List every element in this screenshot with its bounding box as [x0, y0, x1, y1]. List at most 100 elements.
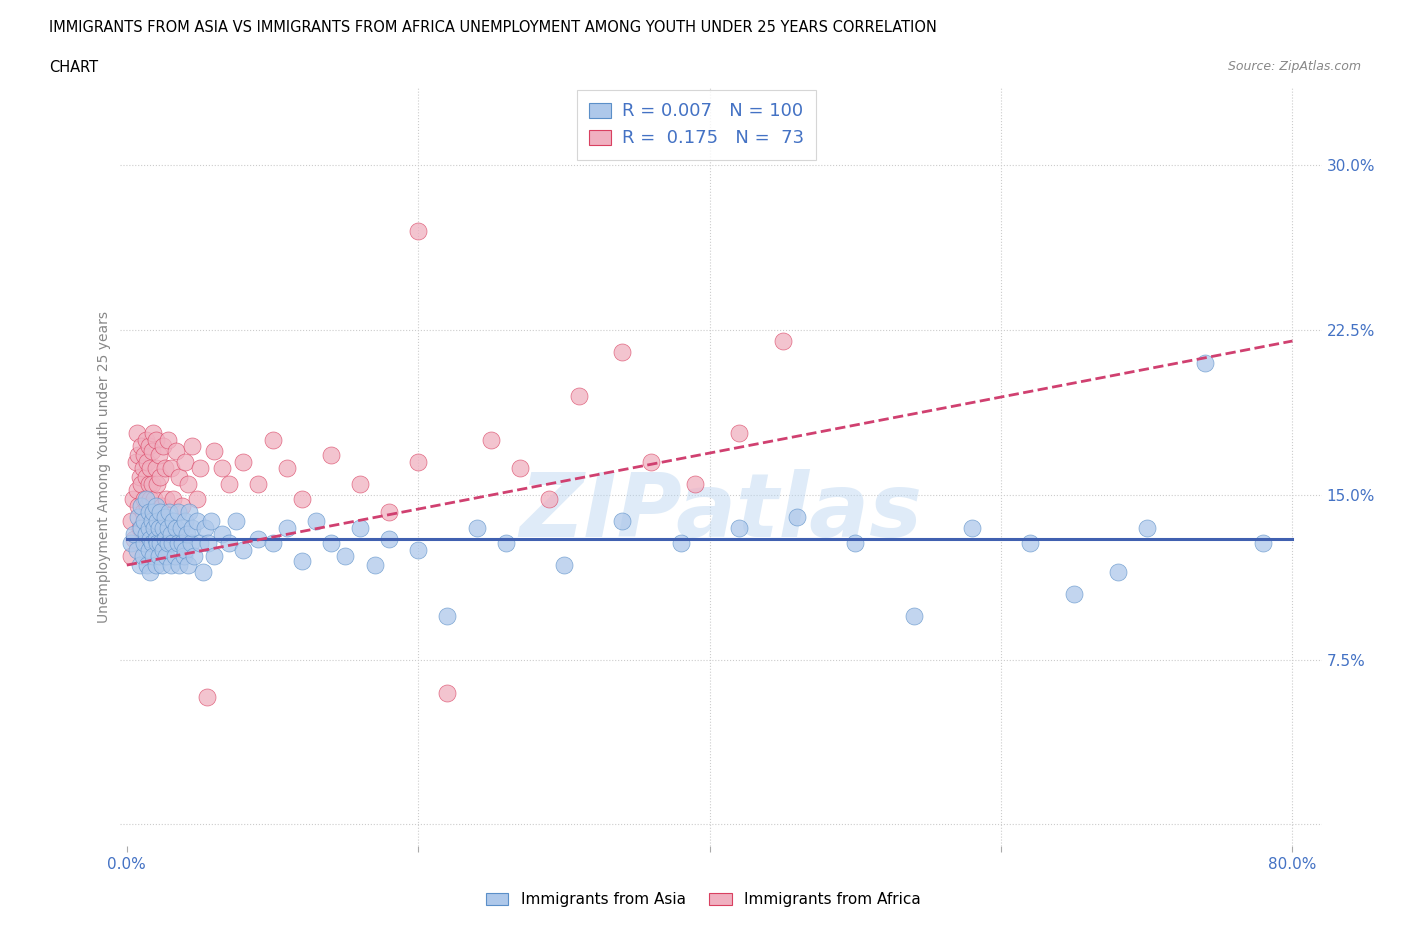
Point — [218, 476, 240, 491]
Point — [136, 498, 159, 513]
Point — [225, 513, 247, 528]
Point — [1019, 536, 1042, 551]
Point — [640, 455, 662, 470]
Point — [844, 536, 866, 551]
Point — [150, 498, 173, 513]
Point — [127, 498, 149, 513]
Point — [159, 558, 181, 573]
Point — [141, 444, 163, 458]
Point — [153, 531, 176, 546]
Point — [149, 470, 172, 485]
Point — [173, 549, 195, 564]
Point — [143, 520, 166, 535]
Point — [136, 455, 159, 470]
Point — [349, 476, 371, 491]
Point — [134, 513, 156, 528]
Point — [262, 432, 284, 447]
Point — [135, 432, 157, 447]
Point — [145, 498, 167, 513]
Point — [132, 549, 155, 564]
Point — [143, 492, 166, 507]
Point — [138, 520, 160, 535]
Point — [197, 536, 219, 551]
Point — [139, 531, 162, 546]
Point — [495, 536, 517, 551]
Point — [200, 513, 222, 528]
Point — [567, 389, 589, 404]
Point — [612, 344, 634, 359]
Point — [152, 439, 174, 454]
Point — [194, 520, 217, 535]
Point — [960, 520, 983, 535]
Point — [246, 476, 269, 491]
Point — [155, 492, 177, 507]
Point — [148, 549, 170, 564]
Point — [121, 492, 143, 507]
Point — [139, 565, 162, 579]
Point — [146, 476, 169, 491]
Point — [170, 520, 193, 535]
Point — [122, 527, 145, 542]
Point — [1063, 586, 1085, 601]
Point — [538, 492, 561, 507]
Point — [191, 565, 214, 579]
Point — [156, 432, 179, 447]
Point — [142, 549, 165, 564]
Point — [155, 549, 177, 564]
Point — [174, 455, 197, 470]
Point — [136, 558, 159, 573]
Point — [436, 608, 458, 623]
Point — [149, 505, 172, 520]
Point — [138, 476, 160, 491]
Point — [129, 558, 152, 573]
Text: IMMIGRANTS FROM ASIA VS IMMIGRANTS FROM AFRICA UNEMPLOYMENT AMONG YOUTH UNDER 25: IMMIGRANTS FROM ASIA VS IMMIGRANTS FROM … — [49, 20, 936, 35]
Point — [465, 520, 488, 535]
Point — [479, 432, 502, 447]
Point — [145, 558, 167, 573]
Point — [163, 549, 186, 564]
Point — [335, 549, 357, 564]
Point — [131, 476, 153, 491]
Point — [150, 558, 173, 573]
Point — [156, 520, 179, 535]
Point — [349, 520, 371, 535]
Point — [165, 444, 187, 458]
Point — [134, 492, 156, 507]
Point — [406, 542, 429, 557]
Point — [186, 513, 208, 528]
Point — [305, 513, 328, 528]
Point — [129, 470, 152, 485]
Point — [138, 505, 160, 520]
Point — [195, 689, 218, 704]
Point — [188, 536, 211, 551]
Point — [145, 432, 167, 447]
Point — [186, 492, 208, 507]
Point — [1194, 355, 1216, 370]
Point — [149, 536, 172, 551]
Point — [162, 492, 184, 507]
Point — [177, 476, 200, 491]
Point — [153, 461, 176, 476]
Point — [132, 461, 155, 476]
Point — [276, 520, 298, 535]
Point — [138, 439, 160, 454]
Point — [148, 520, 170, 535]
Point — [125, 542, 148, 557]
Point — [786, 510, 808, 525]
Point — [120, 513, 142, 528]
Point — [142, 505, 165, 520]
Point — [232, 455, 254, 470]
Point — [378, 531, 401, 546]
Point — [276, 461, 298, 476]
Point — [145, 461, 167, 476]
Point — [669, 536, 692, 551]
Point — [146, 536, 169, 551]
Point — [683, 476, 706, 491]
Point — [146, 513, 169, 528]
Y-axis label: Unemployment Among Youth under 25 years: Unemployment Among Youth under 25 years — [97, 312, 111, 623]
Point — [127, 448, 149, 463]
Point — [157, 505, 180, 520]
Point — [406, 224, 429, 239]
Text: CHART: CHART — [49, 60, 98, 74]
Point — [202, 444, 225, 458]
